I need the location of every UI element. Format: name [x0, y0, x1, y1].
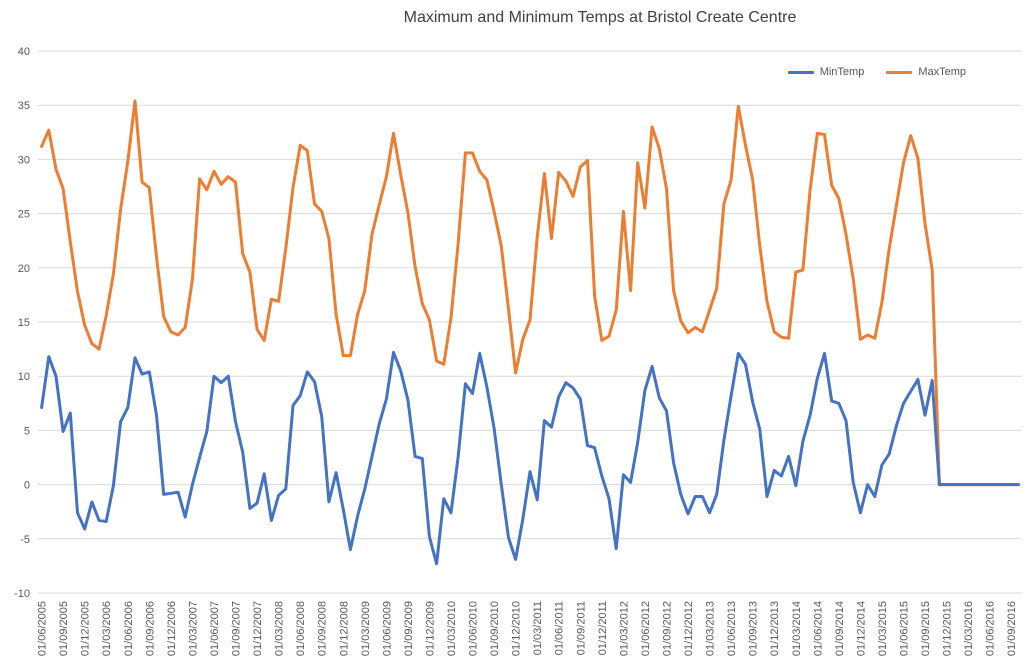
- y-tick-label: 15: [18, 317, 30, 329]
- x-tick-label: 01/06/2007: [209, 601, 221, 656]
- x-tick-label: 01/12/2006: [166, 601, 178, 656]
- x-tick-label: 01/06/2011: [554, 601, 566, 655]
- x-tick-label: 01/09/2012: [661, 601, 673, 656]
- x-tick-label: 01/03/2007: [187, 601, 199, 656]
- legend-swatch-mintemp: [787, 70, 814, 74]
- x-tick-label: 01/12/2011: [597, 601, 609, 655]
- legend-swatch-maxtemp: [886, 70, 913, 74]
- x-tick-label: 01/12/2007: [252, 601, 264, 656]
- x-tick-label: 01/12/2009: [424, 601, 436, 656]
- x-tick-label: 01/12/2013: [769, 601, 781, 656]
- y-tick-label: 35: [18, 100, 30, 112]
- y-tick-label: -5: [20, 534, 30, 546]
- x-tick-label: 01/09/2014: [834, 601, 846, 656]
- x-tick-label: 01/03/2009: [360, 601, 372, 656]
- x-tick-label: 01/03/2016: [963, 601, 975, 656]
- x-tick-label: 01/12/2012: [683, 601, 695, 656]
- y-tick-label: 25: [18, 209, 30, 221]
- x-tick-label: 01/06/2016: [985, 601, 997, 656]
- legend: MinTemp MaxTemp: [787, 66, 966, 78]
- legend-label-mintemp: MinTemp: [819, 66, 865, 78]
- x-tick-label: 01/12/2010: [511, 601, 523, 656]
- x-tick-label: 01/03/2014: [791, 601, 803, 656]
- x-tick-label: 01/03/2015: [877, 601, 889, 656]
- x-tick-label: 01/06/2008: [295, 601, 307, 656]
- chart-title: Maximum and Minimum Temps at Bristol Cre…: [403, 9, 797, 26]
- x-tick-label: 01/09/2009: [403, 601, 415, 656]
- legend-item-maxtemp: MaxTemp: [886, 66, 966, 78]
- legend-label-maxtemp: MaxTemp: [918, 66, 966, 78]
- x-tick-label: 01/12/2008: [338, 601, 350, 656]
- y-tick-label: 20: [18, 263, 30, 275]
- x-tick-label: 01/03/2008: [274, 601, 286, 656]
- y-tick-label: 10: [18, 371, 30, 383]
- x-tick-label: 01/03/2013: [705, 601, 717, 656]
- x-tick-label: 01/12/2005: [80, 601, 92, 656]
- x-tick-label: 01/03/2012: [618, 601, 630, 656]
- x-tick-label: 01/09/2015: [920, 601, 932, 656]
- x-tick-label: 01/06/2009: [381, 601, 393, 656]
- x-tick-label: 01/12/2015: [942, 601, 954, 656]
- x-tick-label: 01/09/2016: [1006, 601, 1018, 656]
- x-tick-label: 01/06/2015: [898, 601, 910, 656]
- x-tick-label: 01/09/2011: [575, 601, 587, 655]
- x-tick-label: 01/06/2013: [726, 601, 738, 656]
- y-tick-label: 30: [18, 154, 30, 166]
- x-tick-label: 01/06/2005: [37, 601, 49, 656]
- x-tick-label: 01/03/2010: [446, 601, 458, 656]
- x-tick-label: 01/12/2014: [855, 601, 867, 656]
- x-tick-label: 01/06/2010: [468, 601, 480, 656]
- x-tick-label: 01/09/2010: [489, 601, 501, 656]
- x-tick-label: 01/09/2007: [231, 601, 243, 656]
- series-line-maxtemp: [40, 99, 1020, 487]
- legend-item-mintemp: MinTemp: [787, 66, 865, 78]
- y-tick-label: -10: [14, 588, 30, 600]
- x-tick-label: 01/09/2005: [58, 601, 70, 656]
- x-tick-label: 01/09/2006: [144, 601, 156, 656]
- y-tick-label: 5: [24, 425, 30, 437]
- x-tick-label: 01/06/2006: [123, 601, 135, 656]
- x-tick-label: 01/09/2008: [317, 601, 329, 656]
- x-tick-label: 01/03/2006: [101, 601, 113, 656]
- x-tick-label: 01/06/2014: [812, 601, 824, 656]
- x-tick-label: 01/03/2011: [532, 601, 544, 655]
- series-line-mintemp: [40, 350, 1020, 566]
- x-tick-label: 01/09/2013: [748, 601, 760, 656]
- x-tick-label: 01/06/2012: [640, 601, 652, 656]
- y-tick-label: 0: [24, 480, 30, 492]
- y-tick-label: 40: [18, 46, 30, 58]
